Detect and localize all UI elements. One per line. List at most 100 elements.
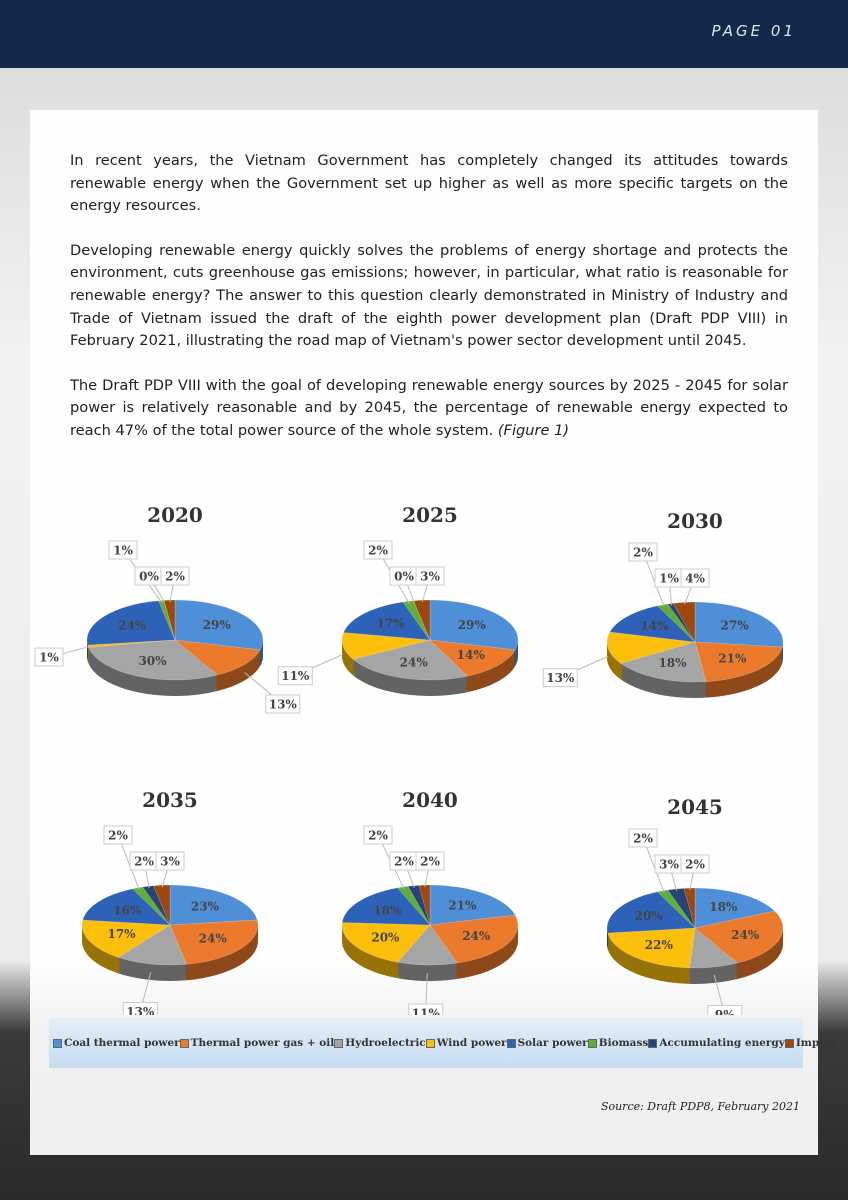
- pie-slice: [429, 639, 516, 677]
- pie-slice: [694, 601, 784, 648]
- pie-slice: [142, 885, 171, 926]
- data-label: 2%: [633, 832, 653, 846]
- data-label: 9%: [715, 1008, 735, 1015]
- data-label: 1%: [113, 544, 133, 558]
- label-box: [415, 566, 445, 586]
- pie-slice: [694, 910, 784, 964]
- label-box: [363, 540, 393, 560]
- legend-item: Thermal power gas + oil: [179, 1037, 334, 1049]
- legend-item: Biomass: [587, 1037, 649, 1049]
- data-label: 1%: [659, 572, 679, 586]
- chart-title: 2045: [667, 795, 723, 819]
- pie-slice: [672, 601, 696, 643]
- figure: 2020 29% 13% 30% 1% 24% 1% 0% 2% 2025 29% 14% 24% 11%…: [34, 503, 784, 1015]
- data-label: 23%: [191, 899, 220, 913]
- data-label: 14%: [640, 619, 669, 633]
- pie-slice: [418, 884, 431, 926]
- label-box: [108, 540, 138, 560]
- data-label: 2%: [394, 855, 414, 869]
- pie-slice: [341, 632, 431, 660]
- data-label: 30%: [138, 654, 167, 668]
- legend-label: Wind power: [436, 1037, 507, 1049]
- label-box: [628, 542, 658, 562]
- pie-slice: [153, 884, 171, 926]
- pie-slice: [82, 888, 171, 926]
- pie-slice: [606, 631, 696, 664]
- figure-ref: (Figure 1): [497, 421, 570, 439]
- data-label: 11%: [412, 1006, 441, 1015]
- pie-slice: [169, 919, 259, 965]
- legend-item: Accumulating energy: [648, 1037, 785, 1049]
- label-box: [542, 668, 578, 688]
- pie-slice: [606, 891, 696, 934]
- label-box: [277, 666, 313, 686]
- data-label: 2%: [420, 855, 440, 869]
- chart-title: 2030: [667, 509, 723, 533]
- label-box: [103, 825, 133, 845]
- legend: Coal thermal power Thermal power gas + oi…: [49, 1018, 837, 1068]
- pie-slice: [88, 639, 218, 681]
- data-label: 2%: [368, 829, 388, 843]
- label-box: [265, 694, 301, 714]
- data-label: 4%: [685, 572, 705, 586]
- pie-slice: [352, 639, 468, 681]
- pie-slice: [429, 599, 519, 651]
- label-box: [680, 568, 710, 588]
- paragraph: Developing renewable energy quickly solv…: [70, 241, 788, 350]
- pie-slice: [87, 639, 176, 648]
- data-label: 24%: [118, 618, 147, 632]
- label-box: [160, 566, 190, 586]
- data-label: 11%: [281, 669, 310, 683]
- pie-slice: [174, 639, 261, 676]
- legend-item: Coal thermal power: [53, 1037, 180, 1049]
- legend-swatch: [334, 1038, 344, 1048]
- data-label: 29%: [458, 618, 487, 632]
- data-label: 18%: [373, 903, 402, 917]
- data-label: 20%: [635, 909, 664, 923]
- legend-label: Import: [795, 1037, 837, 1049]
- legend-item: Hydroelectric: [334, 1037, 426, 1049]
- legend-swatch: [179, 1038, 189, 1048]
- legend-label: Accumulating energy: [659, 1037, 785, 1049]
- legend-swatch: [784, 1038, 794, 1048]
- pie-slice: [657, 889, 696, 929]
- label-box: [155, 851, 185, 871]
- legend-label: Biomass: [598, 1037, 649, 1049]
- data-label: 2%: [165, 570, 185, 584]
- header-bar: PAGE 01: [0, 0, 848, 68]
- data-label: 24%: [199, 932, 228, 946]
- data-label: 14%: [457, 648, 486, 662]
- data-label: 21%: [718, 651, 747, 665]
- label-box: [628, 828, 658, 848]
- data-label: 13%: [269, 698, 298, 712]
- paragraph: In recent years, the Vietnam Government …: [70, 152, 788, 215]
- pie-slice: [694, 887, 776, 929]
- data-label: 18%: [658, 656, 687, 670]
- body-text: In recent years, the Vietnam Government …: [70, 150, 788, 465]
- label-box: [707, 1005, 743, 1015]
- pie-slice: [117, 924, 187, 966]
- data-label: 0%: [139, 570, 159, 584]
- pie-slice: [429, 884, 516, 926]
- data-label: 13%: [126, 1005, 155, 1015]
- pie-slice: [341, 887, 431, 926]
- chart-title: 2035: [142, 788, 198, 812]
- legend-label: Solar power: [517, 1037, 588, 1049]
- pie-slice: [158, 600, 176, 641]
- legend-swatch: [587, 1038, 597, 1048]
- pie-slice: [694, 641, 783, 682]
- paragraph-text: The Draft PDP VIII with the goal of deve…: [70, 376, 788, 439]
- data-label: 17%: [107, 927, 136, 941]
- data-label: 29%: [203, 618, 232, 632]
- pie-slice: [657, 603, 696, 643]
- label-box: [122, 1002, 158, 1015]
- pie-slice: [163, 599, 176, 641]
- legend-item: Import: [784, 1037, 837, 1049]
- pie-slice: [609, 605, 696, 643]
- data-label: 2%: [633, 546, 653, 560]
- data-label: 24%: [462, 929, 491, 943]
- data-label: 3%: [659, 858, 679, 872]
- label-box: [408, 1003, 444, 1015]
- pie-slice: [86, 600, 176, 646]
